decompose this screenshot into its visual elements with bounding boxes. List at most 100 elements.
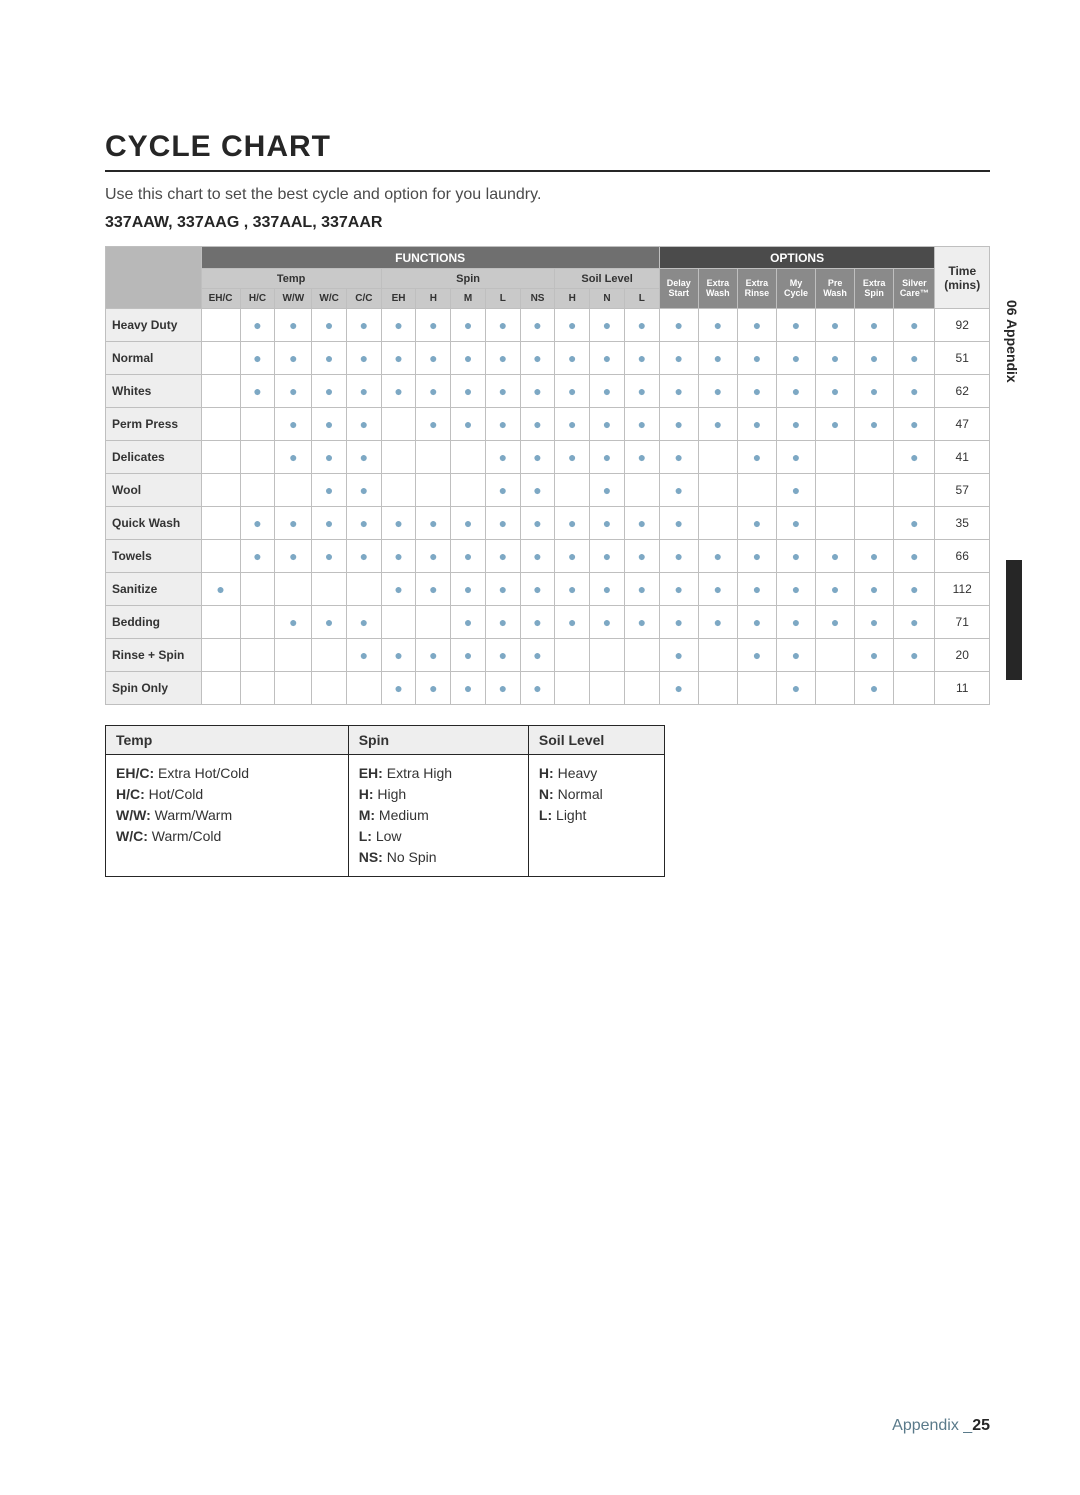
cell: ● xyxy=(624,408,659,441)
dot-icon: ● xyxy=(603,614,611,630)
dot-icon: ● xyxy=(753,548,761,564)
cell: ● xyxy=(855,342,894,375)
cell: ● xyxy=(555,573,590,606)
subtitle: Use this chart to set the best cycle and… xyxy=(105,186,990,204)
footer-label: Appendix _ xyxy=(892,1417,972,1434)
cell xyxy=(737,672,776,705)
cell: ● xyxy=(201,573,240,606)
cell xyxy=(698,441,737,474)
cell: ● xyxy=(816,606,855,639)
dot-icon: ● xyxy=(831,614,839,630)
cell: ● xyxy=(776,672,815,705)
sub-col-9: NS xyxy=(520,289,555,309)
time-value: 57 xyxy=(935,474,990,507)
cell: ● xyxy=(816,573,855,606)
cell: ● xyxy=(816,342,855,375)
cell: ● xyxy=(624,375,659,408)
cell: ● xyxy=(624,507,659,540)
legend-spin-cell: EH: Extra HighH: HighM: MediumL: LowNS: … xyxy=(348,755,528,877)
cell: ● xyxy=(381,639,416,672)
dot-icon: ● xyxy=(499,515,507,531)
dot-icon: ● xyxy=(675,449,683,465)
table-row: Normal●●●●●●●●●●●●●●●●●●●51 xyxy=(106,342,990,375)
cycle-name: Whites xyxy=(106,375,202,408)
cell xyxy=(240,639,275,672)
dot-icon: ● xyxy=(753,647,761,663)
dot-icon: ● xyxy=(533,647,541,663)
cell: ● xyxy=(240,342,275,375)
cell: ● xyxy=(624,606,659,639)
opt-col-6: Silver Care™ xyxy=(894,269,935,309)
table-row: Sanitize●●●●●●●●●●●●●●●●112 xyxy=(106,573,990,606)
cycle-name: Quick Wash xyxy=(106,507,202,540)
dot-icon: ● xyxy=(533,548,541,564)
dot-icon: ● xyxy=(429,515,437,531)
dot-icon: ● xyxy=(533,614,541,630)
dot-icon: ● xyxy=(910,416,918,432)
cell: ● xyxy=(624,573,659,606)
cycle-name: Bedding xyxy=(106,606,202,639)
cell xyxy=(855,474,894,507)
cell xyxy=(240,672,275,705)
cell: ● xyxy=(381,507,416,540)
dot-icon: ● xyxy=(910,647,918,663)
models-line: 337AAW, 337AAG , 337AAL, 337AAR xyxy=(105,214,990,232)
cell: ● xyxy=(555,606,590,639)
dot-icon: ● xyxy=(394,350,402,366)
cell xyxy=(381,408,416,441)
cell: ● xyxy=(659,309,698,342)
cell: ● xyxy=(737,441,776,474)
dot-icon: ● xyxy=(675,416,683,432)
cell: ● xyxy=(737,639,776,672)
cell: ● xyxy=(737,342,776,375)
dot-icon: ● xyxy=(568,317,576,333)
cell: ● xyxy=(590,573,625,606)
dot-icon: ● xyxy=(394,647,402,663)
dot-icon: ● xyxy=(910,449,918,465)
cell: ● xyxy=(590,342,625,375)
time-value: 20 xyxy=(935,639,990,672)
cycle-name: Wool xyxy=(106,474,202,507)
dot-icon: ● xyxy=(289,416,297,432)
dot-icon: ● xyxy=(429,680,437,696)
dot-icon: ● xyxy=(638,416,646,432)
cycle-name: Delicates xyxy=(106,441,202,474)
cell xyxy=(698,474,737,507)
dot-icon: ● xyxy=(499,416,507,432)
dot-icon: ● xyxy=(568,548,576,564)
footer-page: 25 xyxy=(972,1417,990,1434)
dot-icon: ● xyxy=(464,614,472,630)
dot-icon: ● xyxy=(360,647,368,663)
cell: ● xyxy=(659,540,698,573)
cell: ● xyxy=(894,309,935,342)
side-tab-bar xyxy=(1006,560,1022,680)
cell: ● xyxy=(275,441,312,474)
dot-icon: ● xyxy=(253,548,261,564)
cell xyxy=(201,639,240,672)
dot-icon: ● xyxy=(394,317,402,333)
sub-col-11: N xyxy=(590,289,625,309)
dot-icon: ● xyxy=(429,548,437,564)
dot-icon: ● xyxy=(499,449,507,465)
dot-icon: ● xyxy=(325,449,333,465)
dot-icon: ● xyxy=(253,317,261,333)
cell: ● xyxy=(659,606,698,639)
cell: ● xyxy=(485,342,520,375)
cell xyxy=(451,441,486,474)
cell: ● xyxy=(776,474,815,507)
cell xyxy=(855,507,894,540)
cell: ● xyxy=(855,540,894,573)
cell: ● xyxy=(624,441,659,474)
cell xyxy=(240,606,275,639)
cell: ● xyxy=(659,408,698,441)
dot-icon: ● xyxy=(289,548,297,564)
dot-icon: ● xyxy=(638,614,646,630)
dot-icon: ● xyxy=(360,548,368,564)
cell: ● xyxy=(855,375,894,408)
cell: ● xyxy=(451,573,486,606)
cell: ● xyxy=(590,441,625,474)
cycle-chart-table: FUNCTIONS OPTIONS Time (mins) Temp Spin … xyxy=(105,246,990,705)
time-header: Time (mins) xyxy=(935,247,990,309)
cell: ● xyxy=(520,342,555,375)
cell: ● xyxy=(659,375,698,408)
